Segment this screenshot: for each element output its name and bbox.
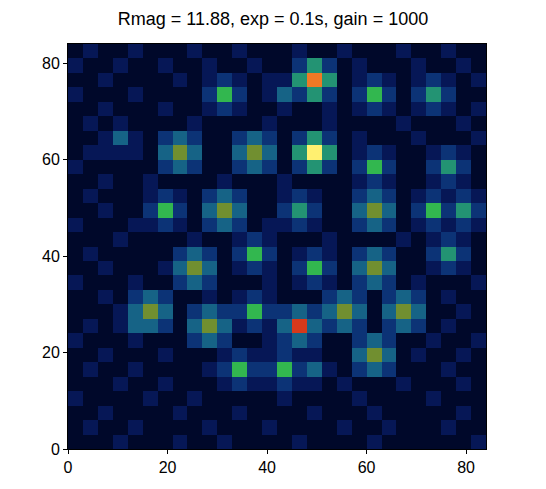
svg-text:20: 20	[159, 459, 177, 476]
svg-text:0: 0	[64, 459, 73, 476]
svg-text:80: 80	[42, 55, 60, 72]
svg-text:60: 60	[358, 459, 376, 476]
svg-text:60: 60	[42, 151, 60, 168]
svg-text:40: 40	[42, 248, 60, 265]
svg-text:0: 0	[51, 441, 60, 458]
svg-text:40: 40	[258, 459, 276, 476]
svg-text:80: 80	[457, 459, 475, 476]
svg-text:Rmag = 11.88, exp = 0.1s, gain: Rmag = 11.88, exp = 0.1s, gain = 1000	[118, 9, 428, 29]
svg-text:20: 20	[42, 344, 60, 361]
